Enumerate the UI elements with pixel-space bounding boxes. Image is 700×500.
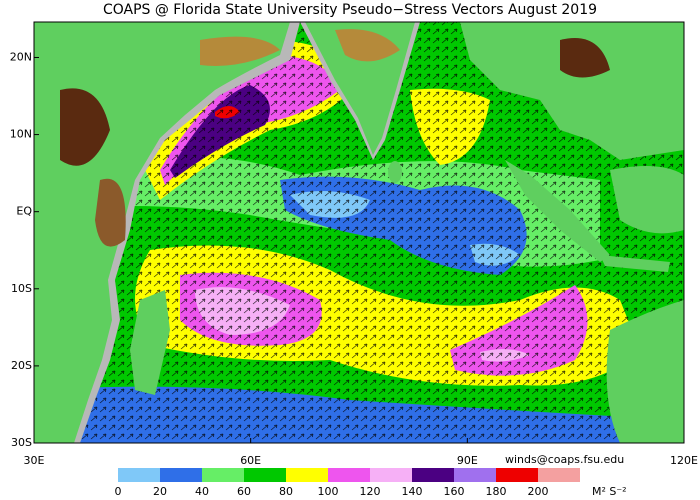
lat-tick-label: 10N xyxy=(10,128,32,141)
colorbar-swatch xyxy=(160,468,202,482)
colorbar-tick-label: 140 xyxy=(402,485,423,498)
lon-tick-label: 30E xyxy=(24,454,45,467)
lon-tick-label: 120E xyxy=(670,454,698,467)
dynamic: 30E 60E 90E 120E 20N 10N EQ 10S 20S 30S 0 20 40 60 80 1… xyxy=(10,50,698,498)
colorbar-swatch xyxy=(370,468,412,482)
colorbar-swatch xyxy=(202,468,244,482)
colorbar-unit: M² S⁻² xyxy=(592,485,627,498)
map-frame xyxy=(33,21,685,444)
lat-tick-label: EQ xyxy=(16,205,32,218)
colorbar-tick-label: 200 xyxy=(528,485,549,498)
colorbar-swatch xyxy=(286,468,328,482)
lat-tick-label: 30S xyxy=(11,436,32,449)
colorbar-tick-label: 80 xyxy=(279,485,293,498)
lat-tick-label: 20S xyxy=(11,359,32,372)
lat-tick-label: 10S xyxy=(11,282,32,295)
colorbar-swatch xyxy=(412,468,454,482)
colorbar-swatch xyxy=(454,468,496,482)
lat-tick-label: 20N xyxy=(10,50,32,63)
lon-tick-label: 90E xyxy=(457,454,478,467)
colorbar-tick-label: 0 xyxy=(115,485,122,498)
colorbar-tick-label: 40 xyxy=(195,485,209,498)
colorbar-tick-label: 180 xyxy=(486,485,507,498)
lon-tick-label: 60E xyxy=(240,454,261,467)
colorbar-tick-label: 160 xyxy=(444,485,465,498)
map xyxy=(34,22,684,443)
colorbar-tick-label: 100 xyxy=(318,485,339,498)
land xyxy=(34,22,684,443)
colorbar-tick-label: 60 xyxy=(237,485,251,498)
colorbar-swatch xyxy=(496,468,538,482)
colorbar-swatch xyxy=(118,468,160,482)
colorbar-swatch xyxy=(244,468,286,482)
colorbar-tick-label: 120 xyxy=(360,485,381,498)
title: COAPS @ Florida State University Pseudo−… xyxy=(103,2,597,18)
colorbar-tick-label: 20 xyxy=(153,485,167,498)
credit: winds@coaps.fsu.edu xyxy=(505,453,624,466)
colorbar-swatch xyxy=(538,468,580,482)
colorbar-swatch xyxy=(328,468,370,482)
